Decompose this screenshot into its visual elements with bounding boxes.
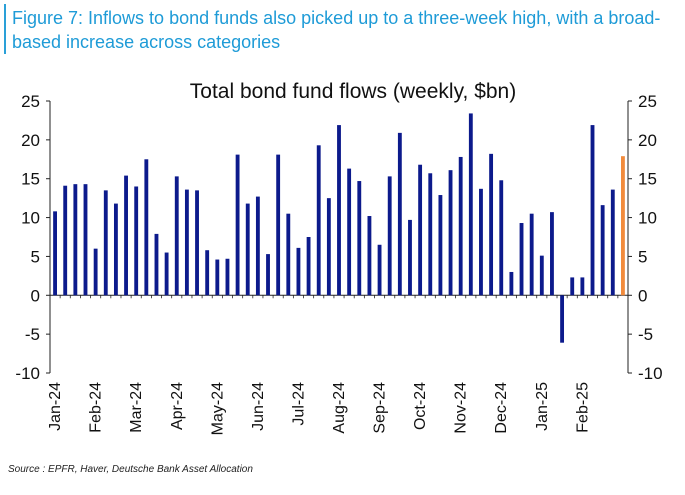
y-tick-label-right: -5: [638, 325, 653, 344]
bar: [347, 168, 352, 296]
accent-rule: [4, 4, 6, 54]
x-tick-label: Jan-24: [47, 382, 64, 431]
bar: [124, 175, 128, 296]
bar: [83, 184, 88, 296]
x-tick-label: Nov-24: [453, 382, 470, 434]
bars: [53, 113, 625, 343]
y-tick-label-right: 10: [638, 209, 657, 228]
x-tick-label: Jan-25: [534, 382, 551, 431]
bar: [53, 211, 57, 296]
bar: [184, 189, 189, 296]
bar: [174, 176, 179, 296]
x-tick-label: Feb-25: [574, 382, 591, 433]
y-tick-label-left: 20: [21, 131, 40, 150]
bar: [560, 295, 565, 343]
bar: [418, 164, 423, 296]
y-tick-label-left: -10: [15, 364, 40, 383]
bar-chart: Total bond fund flows (weekly, $bn) 25 25…: [15, 80, 662, 435]
y-tick-label-left: 15: [21, 170, 40, 189]
bar: [134, 186, 139, 296]
x-tick-label: Sep-24: [372, 382, 389, 434]
y-tick-label-right: 5: [638, 247, 647, 266]
y-tick-label-left: 0: [31, 286, 40, 305]
bar: [63, 185, 68, 296]
bar: [276, 154, 281, 296]
bar: [93, 248, 98, 296]
bar: [296, 247, 301, 296]
chart-title: Total bond fund flows (weekly, $bn): [190, 80, 516, 103]
bar: [529, 213, 534, 296]
bar: [550, 212, 554, 296]
x-tick-label: Dec-24: [493, 382, 510, 434]
x-tick-label: Jun-24: [250, 382, 267, 431]
bar: [408, 219, 412, 296]
x-tick-label: Aug-24: [331, 382, 348, 434]
bar: [499, 180, 504, 296]
bar: [266, 254, 270, 296]
bar: [337, 125, 341, 296]
bar: [590, 125, 595, 296]
bar: [225, 258, 230, 296]
bar: [448, 170, 453, 296]
bar: [357, 181, 362, 296]
bar: [316, 145, 321, 296]
x-axis-labels: Jan-24 Feb-24 Mar-24 Apr-24 May-24 Jun-24 Jul-…: [47, 382, 591, 435]
source-note: Source : EPFR, Haver, Deutsche Bank Asse…: [8, 464, 253, 475]
y-tick-label-right: 20: [638, 131, 657, 150]
y-tick-label-left: 10: [21, 209, 40, 228]
bar: [144, 159, 149, 296]
bar: [113, 203, 118, 296]
bar: [610, 189, 615, 296]
bar: [570, 277, 575, 296]
bar: [377, 244, 382, 296]
bar: [458, 156, 463, 296]
y-tick-label-right: -10: [638, 364, 663, 383]
y-tick-label-left: -5: [25, 325, 40, 344]
bar: [255, 196, 260, 296]
bar: [428, 173, 433, 296]
y-tick-label-right: 0: [638, 286, 647, 305]
bar: [468, 113, 473, 296]
bar: [215, 259, 220, 296]
bar: [438, 195, 443, 296]
bar: [103, 190, 108, 296]
y-tick-label-right: 15: [638, 170, 657, 189]
x-tick-label: Oct-24: [412, 382, 429, 430]
y-tick-label-left: 25: [21, 92, 40, 111]
x-tick-label: Feb-24: [88, 382, 105, 433]
y-tick-label-right: 25: [638, 92, 657, 111]
bar: [286, 213, 291, 296]
bar: [621, 156, 625, 296]
figure-title: Figure 7: Inflows to bond funds also pic…: [12, 8, 661, 52]
x-tick-label: Jul-24: [290, 382, 307, 426]
bar: [245, 203, 250, 296]
bar: [509, 271, 514, 296]
chart-area: Total bond fund flows (weekly, $bn) 25 25…: [0, 70, 685, 455]
bar: [489, 153, 494, 296]
bar: [600, 205, 605, 296]
bar: [326, 198, 331, 296]
y-tick-label-left: 5: [31, 247, 40, 266]
bar: [306, 237, 311, 296]
bar: [387, 176, 392, 296]
bar: [195, 190, 199, 296]
bar: [479, 188, 483, 296]
bar: [397, 132, 402, 296]
bar: [539, 255, 544, 296]
bar: [580, 277, 585, 296]
bar: [235, 154, 240, 296]
bar: [367, 216, 372, 296]
bar: [73, 184, 78, 296]
bar: [205, 250, 210, 296]
axes: 25 25 20 20 15 15 10 10 5 5 0 0 -5 -5 -10 -10: [15, 92, 662, 383]
bar: [519, 223, 524, 296]
x-tick-label: Apr-24: [169, 382, 186, 430]
x-tick-label: May-24: [209, 382, 226, 435]
x-tick-label: Mar-24: [128, 382, 145, 433]
bar: [154, 233, 159, 296]
bar: [164, 252, 169, 296]
